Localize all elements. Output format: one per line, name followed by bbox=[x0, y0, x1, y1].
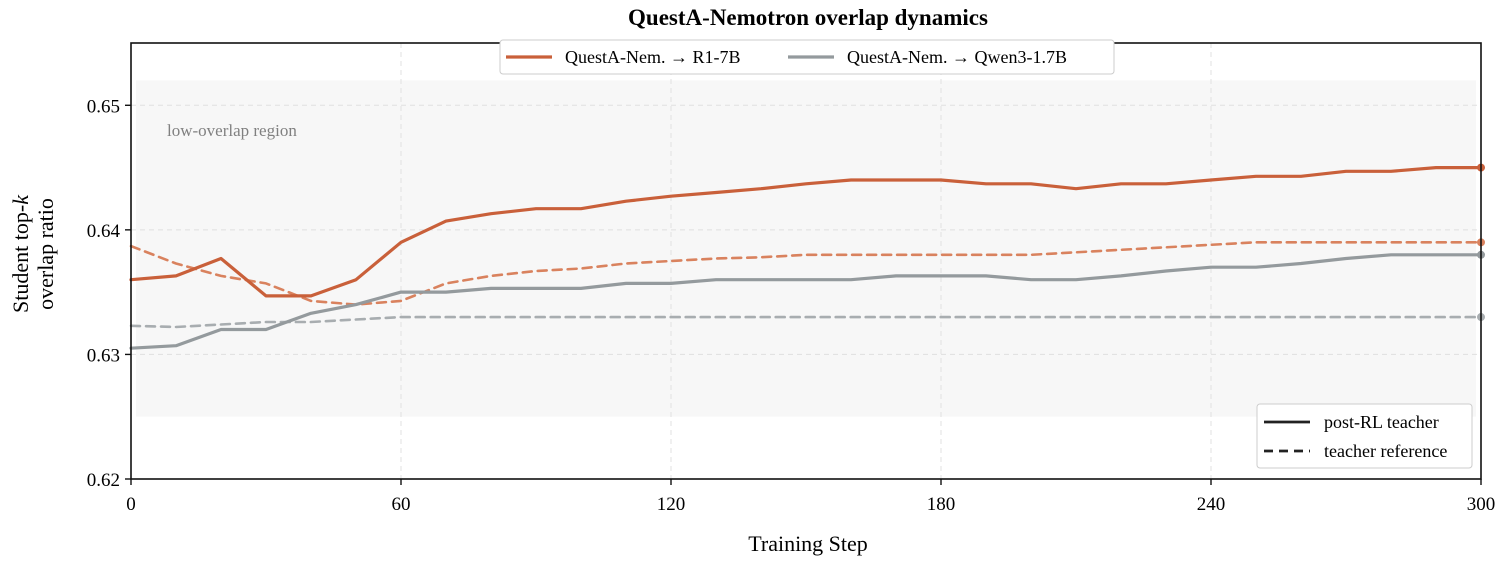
y-axis-label-k: k bbox=[8, 194, 33, 205]
legend-box bbox=[1256, 403, 1473, 469]
y-axis: 0.62 0.63 0.64 0.65 bbox=[87, 96, 131, 491]
legend-style-label: post-RL teacher bbox=[1324, 412, 1439, 432]
legend-line-style: post-RL teacher teacher reference bbox=[1256, 403, 1473, 469]
y-axis-label-line2: overlap ratio bbox=[33, 198, 58, 310]
x-axis: 0 60 120 180 240 300 bbox=[126, 479, 1495, 515]
x-tick-label: 300 bbox=[1467, 494, 1496, 515]
x-tick-label: 120 bbox=[657, 494, 686, 515]
x-tick-label: 180 bbox=[927, 494, 956, 515]
legend-style-label: teacher reference bbox=[1324, 441, 1447, 461]
svg-text:Student top-k: Student top-k bbox=[8, 194, 33, 313]
series-line-0 bbox=[129, 166, 1483, 298]
region-label: low-overlap region bbox=[167, 121, 297, 140]
y-tick-label: 0.65 bbox=[87, 96, 120, 117]
y-tick-label: 0.64 bbox=[87, 221, 121, 242]
x-tick-label: 0 bbox=[126, 494, 136, 515]
x-tick-label: 60 bbox=[392, 494, 411, 515]
plot-background bbox=[136, 80, 1476, 417]
series-line-1 bbox=[129, 253, 1483, 350]
legend-label: QuestA-Nem. → R1-7B bbox=[565, 47, 740, 67]
y-tick-label: 0.62 bbox=[87, 470, 120, 491]
legend-series: QuestA-Nem. → R1-7B QuestA-Nem. → Qwen3-1… bbox=[499, 39, 1115, 75]
y-axis-label-line1: Student top- bbox=[8, 205, 33, 313]
x-tick-label: 240 bbox=[1197, 494, 1226, 515]
y-axis-label: Student top-k overlap ratio bbox=[8, 194, 58, 313]
y-tick-label: 0.63 bbox=[87, 345, 120, 366]
chart-title: QuestA-Nemotron overlap dynamics bbox=[628, 5, 988, 30]
low-overlap-region bbox=[136, 80, 1476, 417]
legend-label: QuestA-Nem. → Qwen3-1.7B bbox=[847, 47, 1067, 67]
series-layer bbox=[129, 163, 1485, 350]
series-line-3 bbox=[129, 315, 1483, 329]
x-axis-label: Training Step bbox=[748, 531, 868, 556]
